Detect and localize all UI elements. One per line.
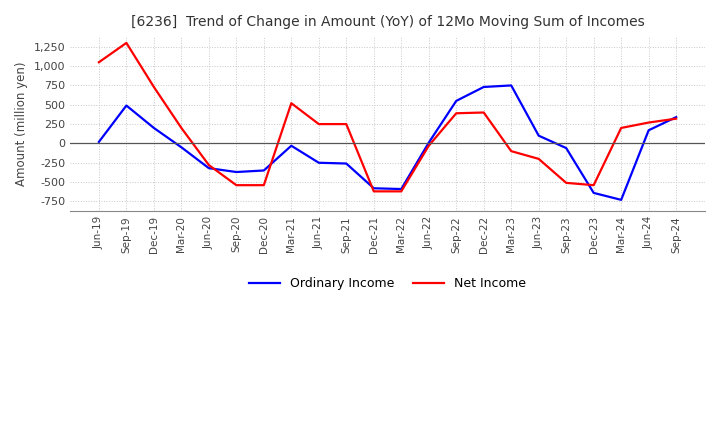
Ordinary Income (672, 114, 680, 120)
Ordinary Income (94, 139, 103, 144)
Net Income (672, 116, 680, 121)
Net Income (369, 189, 378, 194)
Ordinary Income (177, 145, 186, 150)
Ordinary Income (424, 140, 433, 145)
Ordinary Income (369, 186, 378, 191)
Net Income (315, 121, 323, 127)
Net Income (617, 125, 626, 131)
Net Income (644, 120, 653, 125)
Line: Ordinary Income: Ordinary Income (99, 85, 676, 200)
Ordinary Income (342, 161, 351, 166)
Ordinary Income (644, 128, 653, 133)
Ordinary Income (452, 98, 461, 103)
Ordinary Income (287, 143, 296, 148)
Net Income (342, 121, 351, 127)
Net Income (177, 125, 186, 131)
Net Income (590, 183, 598, 188)
Y-axis label: Amount (million yen): Amount (million yen) (15, 62, 28, 187)
Net Income (562, 180, 570, 186)
Ordinary Income (562, 146, 570, 151)
Ordinary Income (590, 190, 598, 195)
Ordinary Income (507, 83, 516, 88)
Net Income (259, 183, 268, 188)
Legend: Ordinary Income, Net Income: Ordinary Income, Net Income (243, 272, 531, 295)
Ordinary Income (150, 125, 158, 131)
Ordinary Income (315, 160, 323, 165)
Ordinary Income (534, 133, 543, 138)
Ordinary Income (122, 103, 131, 108)
Net Income (397, 189, 405, 194)
Net Income (94, 59, 103, 65)
Net Income (534, 156, 543, 161)
Net Income (452, 110, 461, 116)
Net Income (150, 84, 158, 90)
Line: Net Income: Net Income (99, 43, 676, 191)
Net Income (507, 149, 516, 154)
Title: [6236]  Trend of Change in Amount (YoY) of 12Mo Moving Sum of Incomes: [6236] Trend of Change in Amount (YoY) o… (130, 15, 644, 29)
Net Income (287, 101, 296, 106)
Ordinary Income (397, 187, 405, 192)
Ordinary Income (232, 169, 240, 175)
Net Income (204, 162, 213, 168)
Ordinary Income (259, 168, 268, 173)
Net Income (122, 40, 131, 46)
Net Income (480, 110, 488, 115)
Ordinary Income (204, 165, 213, 171)
Net Income (232, 183, 240, 188)
Net Income (424, 143, 433, 148)
Ordinary Income (617, 197, 626, 202)
Ordinary Income (480, 84, 488, 90)
